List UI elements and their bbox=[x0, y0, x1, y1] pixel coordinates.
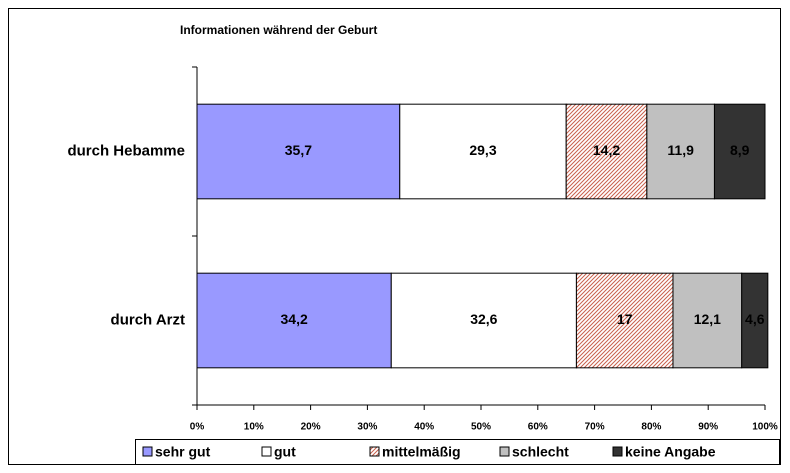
x-tick-label: 30% bbox=[357, 422, 377, 433]
data-label: 8,9 bbox=[730, 142, 750, 158]
x-tick-label: 10% bbox=[244, 422, 264, 433]
x-tick-label: 90% bbox=[698, 422, 718, 433]
legend-swatch bbox=[142, 446, 153, 457]
data-label: 12,1 bbox=[694, 311, 721, 327]
data-label: 34,2 bbox=[281, 311, 308, 327]
x-tick-label: 80% bbox=[641, 422, 661, 433]
x-tick-label: 100% bbox=[752, 422, 778, 433]
x-tick-label: 0% bbox=[190, 422, 205, 433]
legend-box bbox=[135, 439, 780, 465]
bar-segment bbox=[575, 272, 674, 369]
chart-title: Informationen während der Geburt bbox=[180, 23, 377, 37]
data-label: 29,3 bbox=[469, 142, 496, 158]
data-label: 14,2 bbox=[593, 142, 620, 158]
bar-segment bbox=[196, 272, 392, 369]
data-label: 11,9 bbox=[667, 142, 694, 158]
legend-label: sehr gut bbox=[155, 444, 211, 460]
legend-swatch bbox=[499, 446, 510, 457]
chart-border bbox=[8, 8, 781, 465]
legend-swatch bbox=[369, 446, 380, 457]
legend-swatch bbox=[612, 446, 623, 457]
bar-segment bbox=[399, 103, 567, 200]
bar-segment bbox=[741, 272, 769, 369]
x-tick-label: 50% bbox=[471, 422, 491, 433]
bar-segment bbox=[713, 103, 766, 200]
category-label: durch Hebamme bbox=[67, 142, 185, 159]
data-label: 17 bbox=[617, 311, 633, 327]
legend-label: schlecht bbox=[512, 444, 569, 460]
legend-label: mittelmäßig bbox=[382, 444, 461, 460]
x-tick-label: 70% bbox=[585, 422, 605, 433]
x-tick-label: 20% bbox=[301, 422, 321, 433]
x-tick-label: 60% bbox=[528, 422, 548, 433]
data-label: 32,6 bbox=[470, 311, 497, 327]
bar-segment bbox=[565, 103, 648, 200]
bar-segment bbox=[196, 103, 401, 200]
bar-segment bbox=[672, 272, 743, 369]
bar-segment bbox=[646, 103, 715, 200]
legend-label: gut bbox=[274, 444, 296, 460]
data-label: 35,7 bbox=[285, 142, 312, 158]
legend-swatch bbox=[261, 446, 272, 457]
category-label: durch Arzt bbox=[111, 311, 185, 328]
bar-segment bbox=[390, 272, 577, 369]
x-tick-label: 40% bbox=[414, 422, 434, 433]
data-label: 4,6 bbox=[745, 311, 765, 327]
legend-label: keine Angabe bbox=[625, 444, 716, 460]
